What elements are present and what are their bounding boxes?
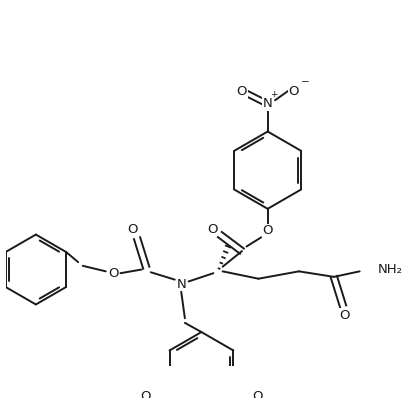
Text: NH₂: NH₂: [378, 263, 403, 276]
Text: O: O: [262, 224, 273, 237]
Text: N: N: [263, 98, 273, 110]
Text: O: O: [140, 390, 151, 398]
Text: O: O: [252, 390, 262, 398]
Text: O: O: [207, 222, 218, 236]
Text: −: −: [301, 77, 310, 87]
Text: O: O: [237, 84, 247, 98]
Text: O: O: [340, 309, 350, 322]
Text: +: +: [271, 90, 278, 99]
Text: O: O: [108, 267, 118, 280]
Text: O: O: [127, 222, 138, 236]
Text: N: N: [176, 278, 186, 291]
Text: O: O: [288, 84, 299, 98]
